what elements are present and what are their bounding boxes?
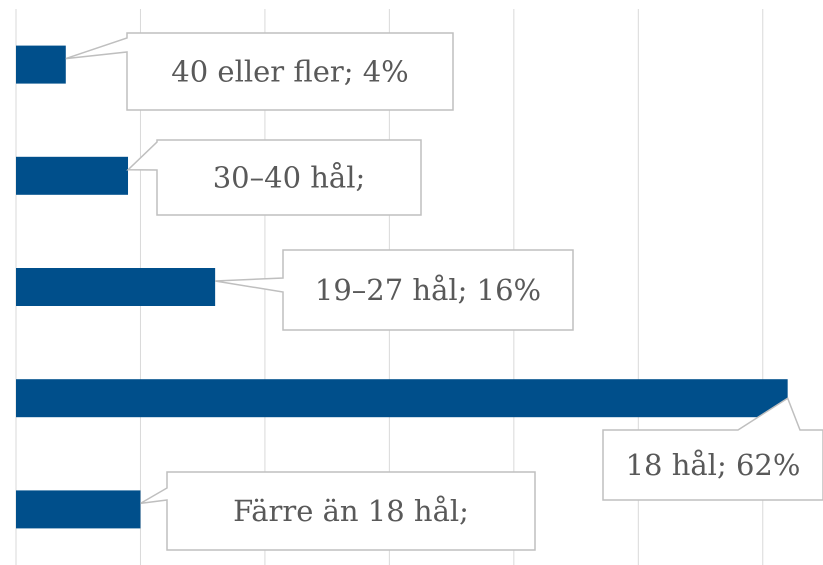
bar <box>16 45 66 84</box>
callout-box <box>65 32 454 111</box>
callout-box <box>140 471 536 551</box>
data-label: 40 eller fler; 4% <box>171 55 408 89</box>
callout-box <box>602 397 823 501</box>
callout-box <box>215 249 574 331</box>
data-label: 30–40 hål; <box>213 161 366 195</box>
data-label: 19–27 hål; 16% <box>315 273 541 307</box>
bar <box>16 379 788 418</box>
bar <box>16 268 216 306</box>
callout-box <box>126 139 422 216</box>
data-label: Färre än 18 hål; <box>233 494 469 528</box>
bar <box>16 156 129 195</box>
data-label: 18 hål; 62% <box>626 448 801 482</box>
bar <box>16 490 141 529</box>
